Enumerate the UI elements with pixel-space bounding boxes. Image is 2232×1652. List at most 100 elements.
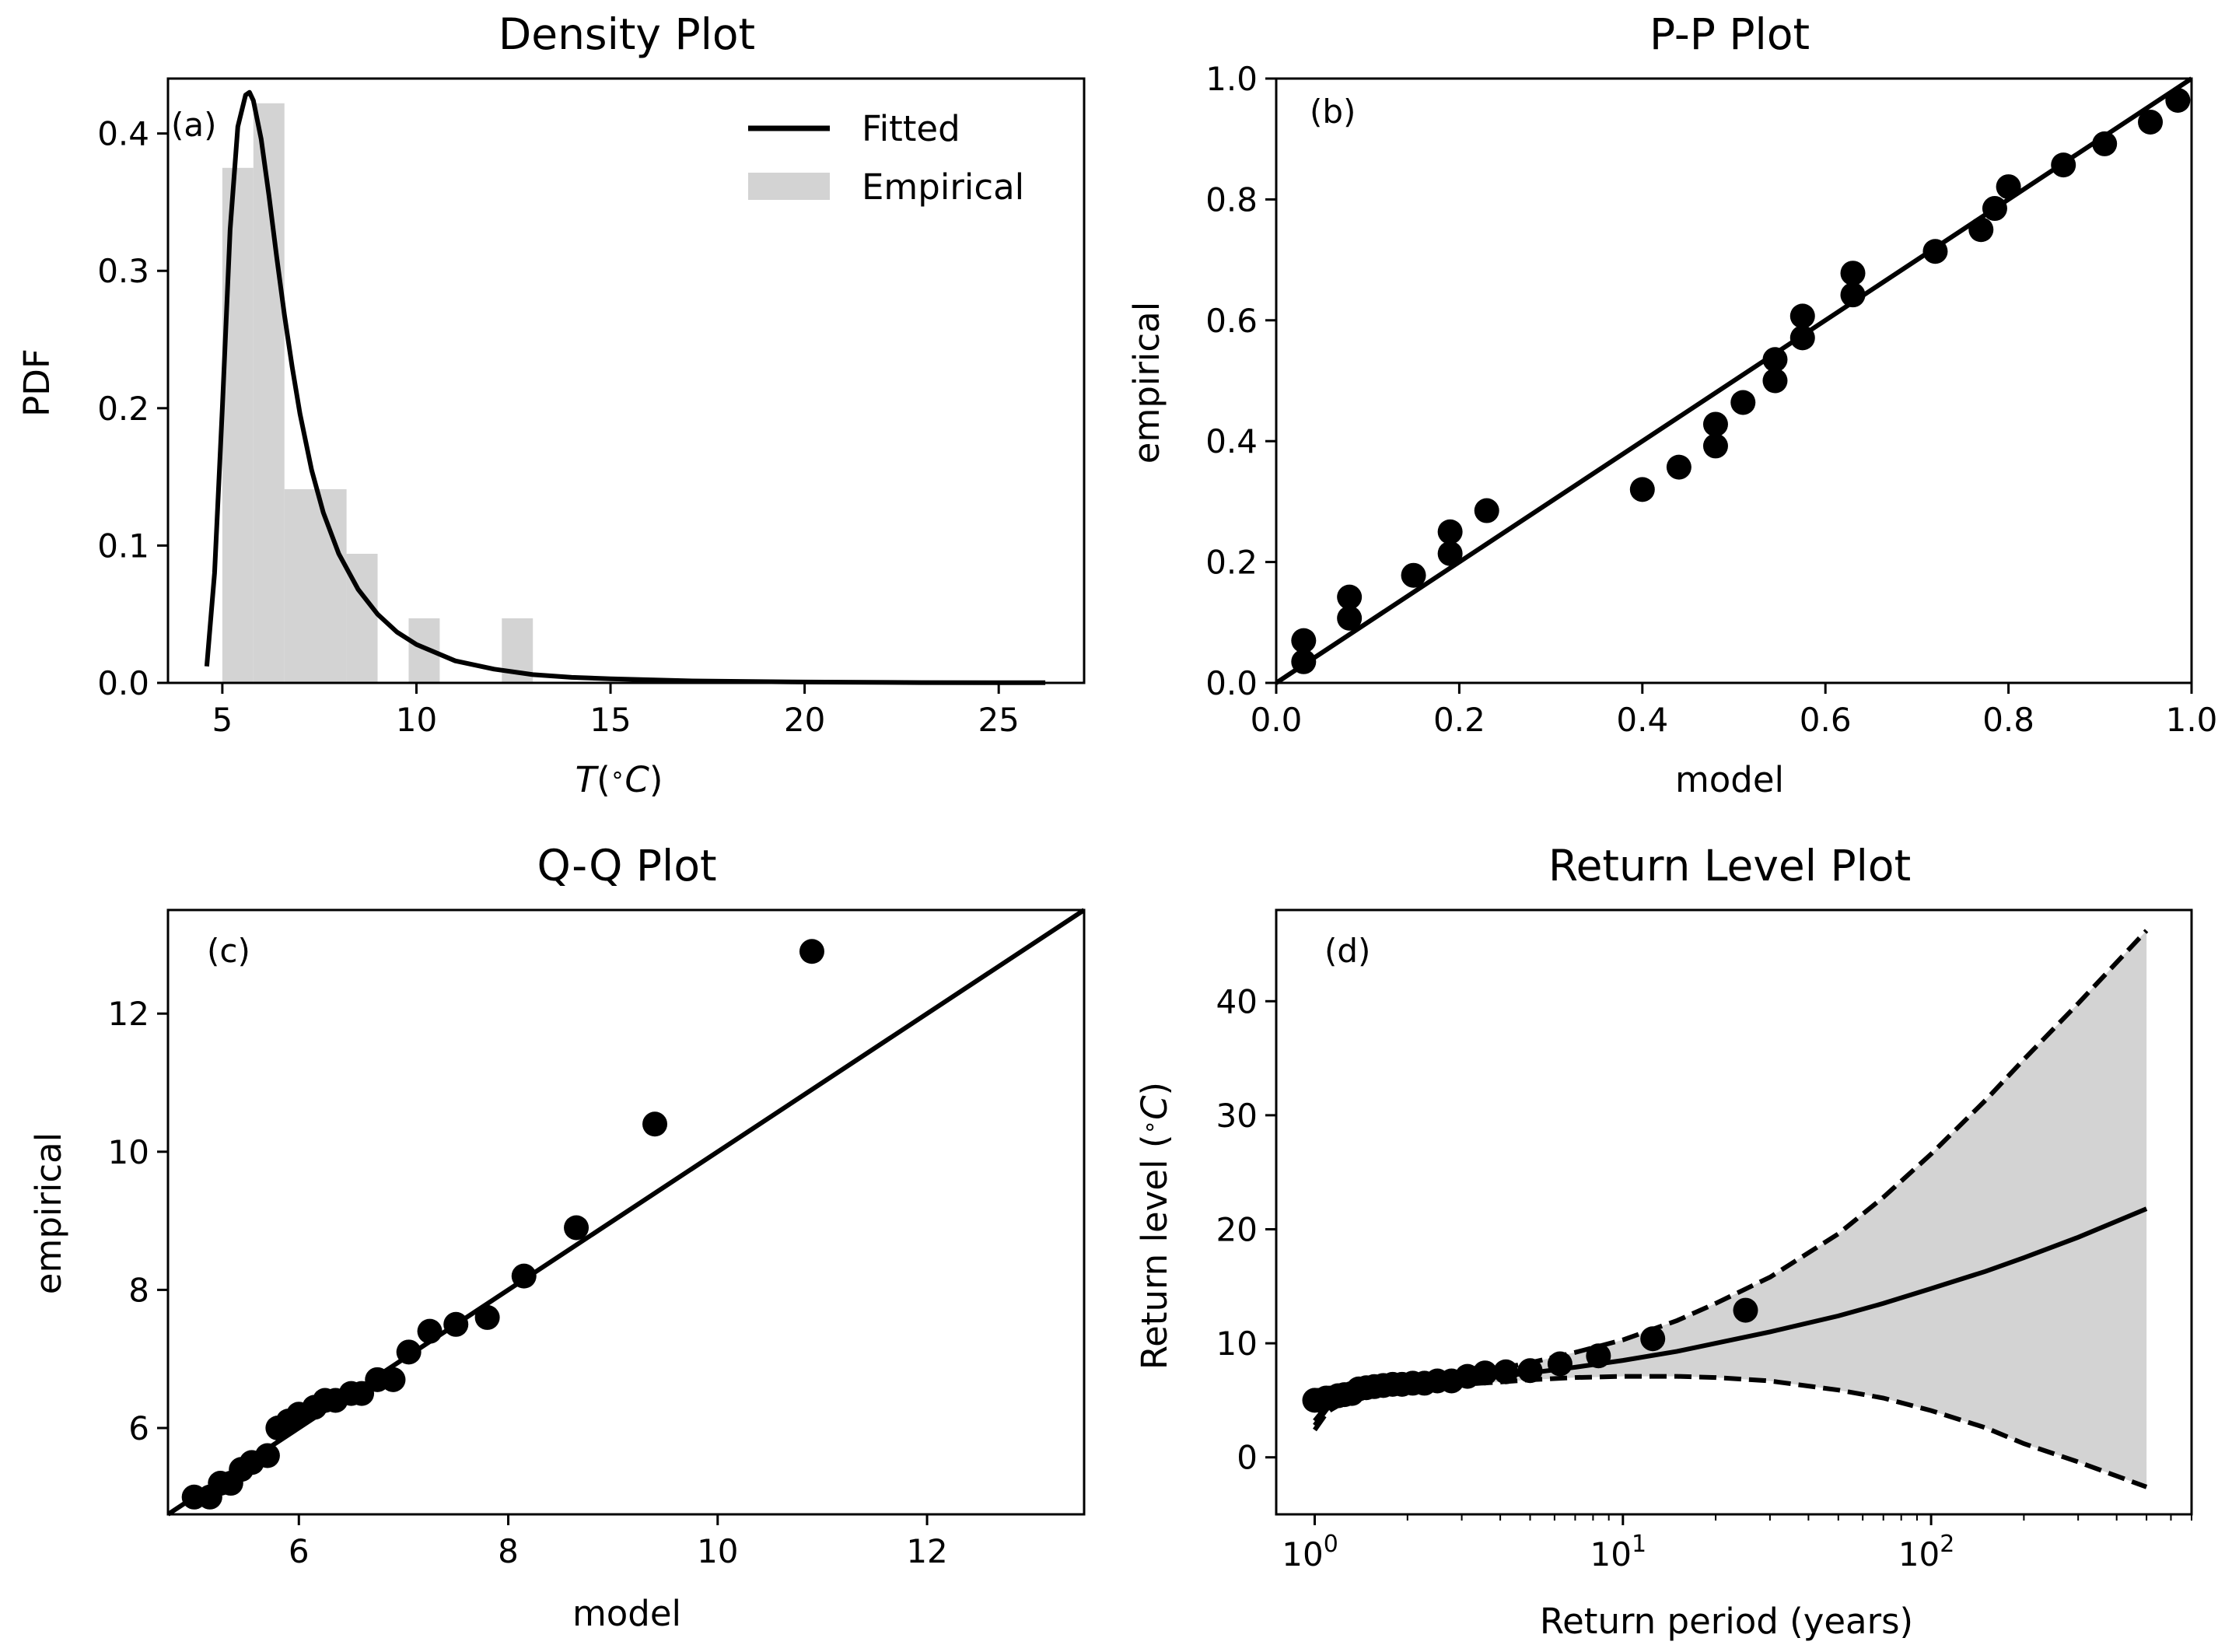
panel-a-xtick-label: 10 [396,701,437,739]
panel-c-xtick-label: 12 [906,1532,947,1570]
panel-a-ylabel: PDF [16,348,58,417]
panel-b-ytick-label: 0.6 [1205,302,1258,340]
panel-c-title: Q-Q Plot [537,841,716,891]
panel-a-xtick-label: 15 [589,701,631,739]
qq-point [799,939,824,964]
panel-c-ylabel: empirical [28,1132,69,1294]
panel-b-ytick-label: 1.0 [1205,60,1258,98]
confidence-band [1314,930,2147,1487]
panel-c-plot-area: 6 8 10 12 6 8 10 12 [108,908,1086,1570]
panel-b-xtick-label: 0.0 [1251,701,1303,739]
legend-fitted-label: Fitted [862,108,960,149]
panel-b-xtick-label: 0.2 [1433,701,1485,739]
panel-d-ytick-label: 30 [1216,1097,1258,1135]
qq-point [511,1263,537,1289]
pp-point [1474,498,1499,523]
panel-b-plot-area: 0.0 0.2 0.4 0.6 0.8 1.0 0.0 0.2 0.4 0.6 0.8 1.0 [1205,60,2217,739]
pp-point [1762,347,1788,373]
return-level-point [1472,1360,1498,1386]
panel-b-xtick-label: 0.8 [1982,701,2034,739]
panel-pp-plot: P-P Plot 0.0 0.2 0.4 0.6 0.8 1.00.00.20.40.60… [1126,9,2217,800]
panel-qq-plot: Q-Q Plot 6 8 10 12 6 8 10 12 (c) model empirica… [28,841,1086,1634]
panel-a-xlabel: T(∘C) [575,759,663,800]
panel-c-ytick-label: 10 [108,1133,149,1171]
panel-d-ytick-label: 40 [1216,982,1258,1020]
panel-c-xtick-label: 10 [697,1532,738,1570]
panel-b-xtick-label: 0.6 [1800,701,1852,739]
panel-c-ytick-label: 12 [108,995,149,1033]
qq-point [443,1311,469,1337]
panel-d-xtick-label: 100 [1282,1531,1338,1573]
panel-d-frame [1275,908,2193,1516]
pp-point [1982,196,2007,222]
pp-point [1968,217,1994,243]
panel-d-ytick-label: 10 [1216,1325,1258,1363]
pp-point [1291,628,1317,653]
histogram-bar [222,167,254,684]
pp-point [1401,562,1426,588]
pp-point [1789,303,1815,329]
qq-point [396,1339,422,1365]
panel-a-ytick-label: 0.2 [97,390,149,428]
panel-b-frame [1275,77,2193,684]
panel-c-xtick-label: 6 [289,1532,310,1570]
panel-a-ytick-label: 0.4 [97,115,149,153]
pp-point [1702,411,1728,437]
panel-a-ytick-label: 0.3 [97,252,149,290]
panel-c-ytick-label: 8 [128,1271,149,1309]
panel-a-xtick-label: 20 [784,701,825,739]
panel-a-label: (a) [171,106,217,144]
panel-b-xtick-label: 1.0 [2166,701,2218,739]
panel-a-xtick-label: 25 [978,701,1019,739]
pp-point [2092,131,2118,156]
panel-d-xtick-label: 102 [1898,1531,1955,1573]
panel-b-ytick-label: 0.0 [1205,664,1258,702]
pp-point [1337,584,1363,610]
return-level-point [1640,1326,1666,1352]
fitted-pdf-line [204,89,1046,685]
panel-c-label: (c) [207,932,250,970]
panel-a-plot-area: 5 10 15 20 25 0.0 0.1 0.2 0.3 0.4 [97,77,1086,739]
qq-point [474,1304,500,1330]
pp-point [1996,174,2021,200]
pp-point [1840,282,1866,308]
pp-point [1337,605,1363,631]
return-level-point [1517,1358,1543,1384]
panel-d-xtick-label: 101 [1590,1531,1647,1573]
panel-b-label: (b) [1310,93,1356,131]
pp-point [1840,261,1866,286]
legend-empirical-label: Empirical [862,166,1024,208]
panel-b-ytick-label: 0.2 [1205,544,1258,582]
panel-a-frame [166,77,1086,684]
panel-b-title: P-P Plot [1650,9,1810,59]
legend-empirical-swatch [748,173,830,200]
pp-point [1702,433,1728,459]
pp-point [1789,325,1815,351]
panel-d-xlabel: Return period (years) [1540,1601,1913,1642]
panel-d-ytick-label: 0 [1237,1439,1258,1477]
panel-d-title: Return Level Plot [1548,841,1911,891]
panel-density-plot: Density Plot 5 10 15 20 25 0.0 0.1 0.2 0.3 0.4 (a… [16,9,1086,800]
panel-b-ytick-label: 0.8 [1205,180,1258,219]
pp-point [1730,390,1756,415]
panel-b-ylabel: empirical [1126,302,1167,464]
panel-c-frame [166,908,1086,1516]
qq-point [564,1215,589,1241]
pp-point [1437,541,1463,566]
qq-point [254,1443,280,1468]
pp-point [2051,152,2076,178]
qq-point [417,1318,443,1344]
return-level-point [1733,1297,1758,1323]
pp-point [1762,368,1788,394]
panel-a-title: Density Plot [499,9,755,59]
pp-point [1666,454,1691,480]
panel-d-label: (d) [1324,932,1370,970]
panel-b-ytick-label: 0.4 [1205,422,1258,460]
panel-c-xlabel: model [572,1593,681,1634]
pp-reference-line [1275,76,2193,685]
lower-ci-line [1313,1374,2148,1489]
pp-point [2138,109,2164,135]
